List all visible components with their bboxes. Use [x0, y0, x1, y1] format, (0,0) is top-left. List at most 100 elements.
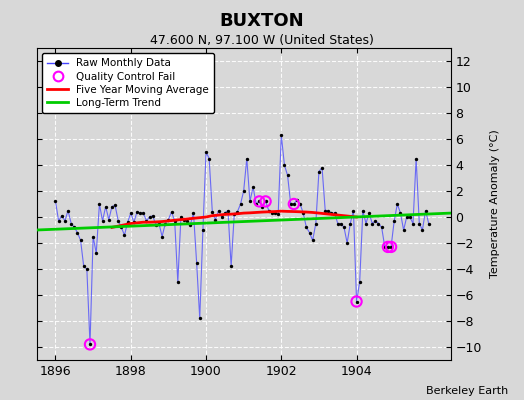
Point: [195, 315, 204, 322]
Point: [384, 244, 392, 250]
Point: [155, 220, 163, 227]
Point: [396, 210, 405, 216]
Point: [261, 198, 270, 205]
Point: [192, 259, 201, 266]
Point: [349, 207, 357, 214]
Point: [384, 244, 392, 250]
Point: [224, 207, 232, 214]
Point: [136, 210, 144, 216]
Point: [80, 263, 88, 270]
Point: [89, 233, 97, 240]
Point: [290, 201, 298, 207]
Point: [371, 218, 379, 224]
Point: [424, 220, 433, 227]
Point: [309, 237, 317, 244]
Point: [158, 233, 166, 240]
Point: [208, 209, 216, 215]
Point: [117, 224, 126, 230]
Point: [199, 227, 207, 233]
Point: [358, 207, 367, 214]
Point: [328, 210, 336, 216]
Point: [177, 214, 185, 220]
Point: [186, 222, 194, 228]
Point: [102, 203, 110, 210]
Point: [108, 203, 116, 210]
Point: [124, 219, 132, 225]
Point: [315, 168, 323, 175]
Point: [170, 218, 179, 224]
Point: [412, 155, 420, 162]
Point: [133, 209, 141, 215]
Point: [173, 279, 182, 285]
Point: [161, 220, 169, 227]
Point: [296, 201, 304, 207]
Y-axis label: Temperature Anomaly (°C): Temperature Anomaly (°C): [490, 130, 500, 278]
Point: [380, 244, 389, 250]
Point: [387, 244, 395, 250]
Point: [399, 227, 408, 233]
Point: [340, 224, 348, 230]
Point: [258, 203, 267, 210]
Point: [280, 162, 289, 168]
Point: [277, 132, 286, 138]
Point: [293, 197, 301, 203]
Point: [406, 214, 414, 220]
Point: [58, 212, 66, 219]
Point: [390, 218, 398, 224]
Point: [95, 201, 104, 207]
Point: [302, 224, 311, 230]
Point: [393, 201, 401, 207]
Point: [86, 341, 94, 348]
Point: [409, 220, 417, 227]
Point: [337, 220, 345, 227]
Point: [274, 211, 282, 218]
Point: [180, 216, 188, 223]
Point: [287, 201, 295, 207]
Point: [183, 218, 191, 224]
Point: [67, 220, 75, 227]
Point: [290, 201, 298, 207]
Point: [73, 229, 82, 236]
Point: [145, 214, 154, 220]
Text: 47.600 N, 97.100 W (United States): 47.600 N, 97.100 W (United States): [150, 34, 374, 47]
Point: [249, 184, 257, 190]
Point: [64, 207, 72, 214]
Point: [167, 209, 176, 215]
Point: [211, 216, 220, 223]
Point: [355, 279, 364, 285]
Point: [230, 211, 238, 218]
Point: [387, 244, 395, 250]
Point: [321, 207, 330, 214]
Point: [402, 214, 411, 220]
Point: [331, 210, 339, 216]
Point: [148, 212, 157, 219]
Point: [318, 164, 326, 171]
Point: [54, 218, 63, 224]
Point: [305, 229, 314, 236]
Point: [362, 220, 370, 227]
Point: [130, 219, 138, 225]
Point: [368, 220, 376, 227]
Point: [127, 210, 135, 216]
Point: [334, 220, 342, 227]
Point: [239, 188, 248, 194]
Point: [83, 266, 91, 272]
Point: [352, 298, 361, 305]
Point: [352, 298, 361, 305]
Point: [114, 218, 123, 224]
Point: [418, 227, 427, 233]
Point: [92, 250, 101, 257]
Point: [51, 198, 60, 205]
Point: [77, 237, 85, 244]
Point: [252, 201, 260, 207]
Point: [164, 216, 172, 223]
Point: [246, 198, 254, 205]
Point: [139, 210, 147, 216]
Point: [374, 220, 383, 227]
Point: [227, 263, 235, 270]
Point: [299, 210, 308, 216]
Point: [343, 240, 352, 246]
Point: [111, 202, 119, 208]
Text: Berkeley Earth: Berkeley Earth: [426, 386, 508, 396]
Point: [105, 216, 113, 223]
